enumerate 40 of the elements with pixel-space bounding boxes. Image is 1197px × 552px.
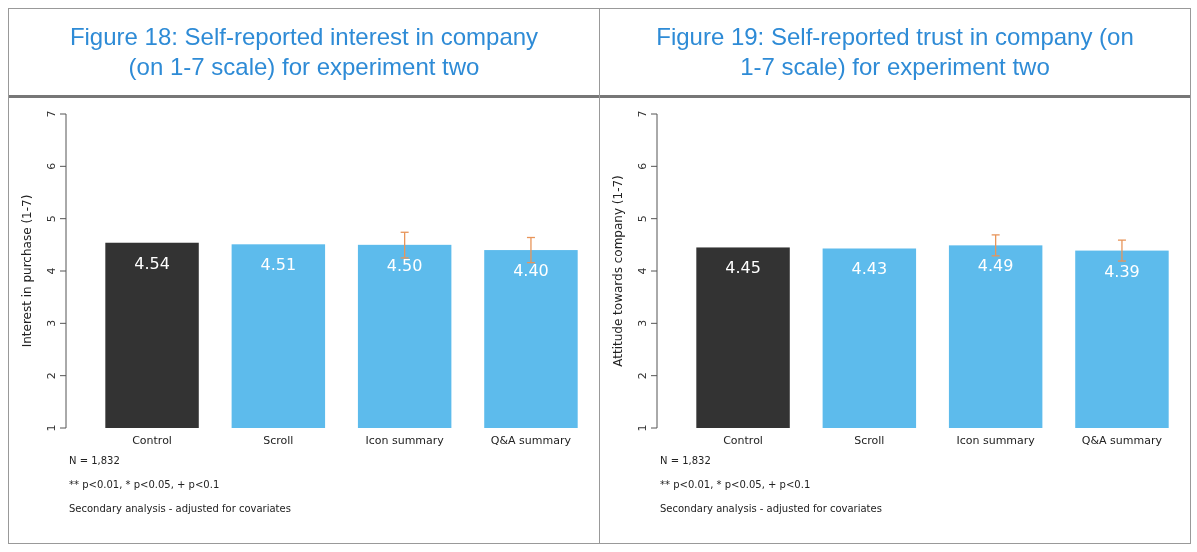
x-tick-label: Q&A summary xyxy=(490,434,572,447)
text: ** p<0.01, * p<0.05, + p<0.1 xyxy=(660,479,811,490)
y-axis-title: Attitude towards company (1-7) xyxy=(611,175,625,367)
data-label: 4.45 xyxy=(725,258,761,278)
y-tick-label: 4 xyxy=(636,267,649,275)
y-tick-label: 2 xyxy=(45,372,58,380)
y-axis-title: Interest in purchase (1-7) xyxy=(20,194,34,348)
y-tick-label: 3 xyxy=(45,319,58,327)
y-tick-label: 4 xyxy=(45,267,58,275)
y-tick-label: 6 xyxy=(45,162,58,170)
y-tick-label: 3 xyxy=(636,319,649,327)
x-tick-label: Control xyxy=(132,434,172,447)
data-label: 4.39 xyxy=(1104,261,1140,281)
data-label: 4.40 xyxy=(513,261,549,281)
y-tick-label: 5 xyxy=(636,215,649,223)
y-tick-label: 1 xyxy=(636,424,649,432)
x-tick-label: Scroll xyxy=(263,434,294,447)
x-tick-label: Control xyxy=(723,434,763,447)
y-tick-label: 6 xyxy=(636,162,649,170)
data-label: 4.54 xyxy=(134,253,170,273)
y-tick-label: 1 xyxy=(45,424,58,432)
y-tick-label: 7 xyxy=(45,110,58,118)
data-label: 4.49 xyxy=(977,256,1014,276)
data-label: 4.43 xyxy=(851,259,888,279)
y-tick-label: 5 xyxy=(45,215,58,223)
x-tick-label: Icon summary xyxy=(365,434,445,447)
data-label: 4.51 xyxy=(260,255,297,275)
y-tick-label: 2 xyxy=(636,372,649,380)
text: N = 1,832 xyxy=(69,455,120,466)
chart-title: Figure 18: Self-reported interest in company (on 1-7 scale) for experiment two xyxy=(9,9,599,98)
text: Secondary analysis - adjusted for covariates xyxy=(660,503,882,514)
x-tick-label: Scroll xyxy=(854,434,885,447)
text: ** p<0.01, * p<0.05, + p<0.1 xyxy=(69,479,220,490)
y-tick-label: 7 xyxy=(636,110,649,118)
x-tick-label: Icon summary xyxy=(956,434,1036,447)
x-tick-label: Q&A summary xyxy=(1081,434,1163,447)
data-label: 4.50 xyxy=(386,255,423,275)
text: Secondary analysis - adjusted for covariates xyxy=(69,503,291,514)
chart-title: Figure 19: Self-reported trust in company (on 1-7 scale) for experiment two xyxy=(600,9,1190,98)
text: N = 1,832 xyxy=(660,455,711,466)
